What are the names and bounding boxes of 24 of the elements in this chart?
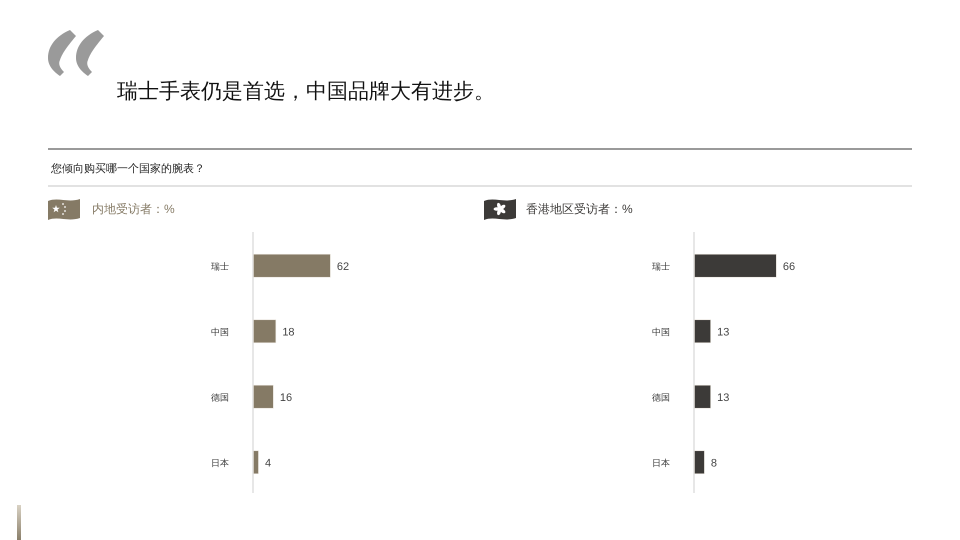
y-tick-label: 德国	[211, 392, 229, 402]
text: 瑞士手表仍是首选，中国品牌大有进步。	[117, 80, 495, 103]
data-label: 13	[717, 392, 730, 404]
data-label: 13	[717, 326, 730, 338]
y-tick-label: 日本	[652, 458, 670, 468]
y-tick-label: 德国	[652, 392, 670, 402]
data-label: 66	[782, 260, 796, 273]
data-label: 16	[280, 392, 292, 404]
data-label: 8	[710, 457, 718, 470]
bar	[253, 254, 331, 278]
y-tick-label: 中国	[652, 326, 670, 337]
y-tick-label: 日本	[211, 458, 229, 468]
text: 香港地区受访者：%	[526, 202, 633, 216]
y-tick-label: 瑞士	[211, 261, 229, 272]
bar	[253, 384, 274, 409]
bar	[253, 319, 276, 344]
y-tick-label: 中国	[211, 326, 229, 337]
data-label: 4	[264, 457, 272, 470]
text: 内地受访者：%	[92, 202, 175, 216]
bar	[253, 450, 259, 474]
data-label: 18	[282, 326, 295, 338]
text: 您倾向购买哪一个国家的腕表？	[50, 162, 205, 175]
data-label: 62	[336, 260, 350, 273]
y-tick-label: 瑞士	[652, 261, 670, 272]
